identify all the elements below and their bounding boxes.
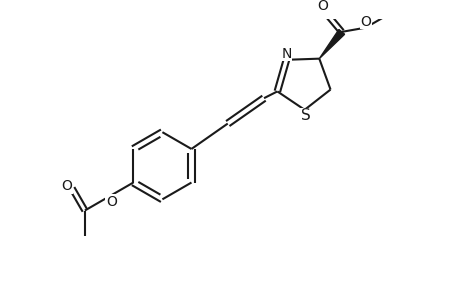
Polygon shape — [319, 29, 344, 59]
Text: N: N — [280, 47, 291, 61]
Text: O: O — [61, 179, 72, 193]
Text: S: S — [300, 108, 310, 123]
Text: O: O — [106, 195, 117, 209]
Text: O: O — [317, 0, 328, 13]
Text: O: O — [359, 15, 370, 28]
